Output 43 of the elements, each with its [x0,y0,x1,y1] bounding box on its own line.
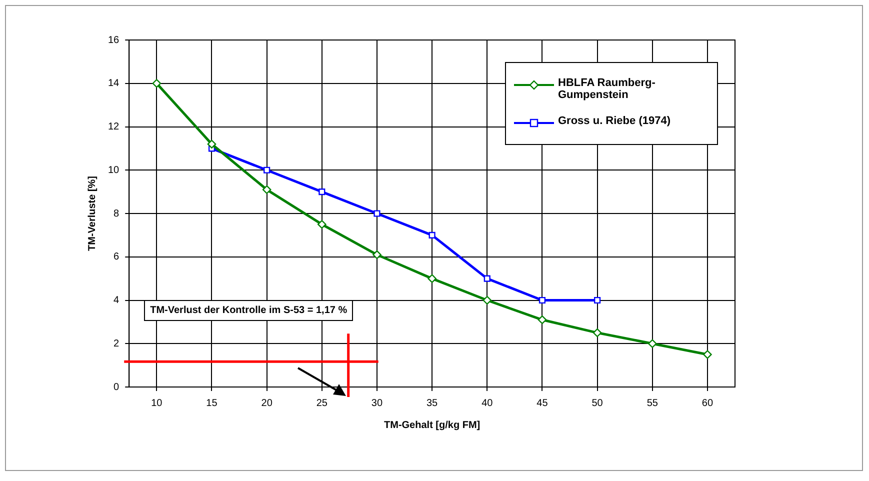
point [594,296,601,304]
point [648,339,657,348]
legend-label: HBLFA Raumberg-Gumpenstein [558,77,656,101]
point [428,274,436,283]
y-tick-label: 10 [108,164,120,176]
y-tick-label: 6 [114,252,120,263]
point [318,188,326,196]
x-tick-label: 40 [482,398,494,409]
x-tick-label: 15 [206,398,218,409]
y-tick-label: 0 [114,382,120,393]
point [262,185,272,194]
point [703,350,712,359]
y-axis-title: TM-Verluste [%] [86,176,98,252]
point [152,78,162,88]
x-tick-label: 20 [261,398,273,409]
point [264,166,270,174]
point [374,210,380,217]
x-tick-label: 35 [426,398,438,409]
y-tick-label: 12 [108,122,120,132]
point [428,232,436,238]
point [207,140,216,148]
y-tick-label: 2 [114,338,120,350]
x-tick-label: 55 [646,398,658,409]
point [538,315,547,324]
y-tick-label: 14 [108,78,120,90]
y-tick-label: 16 [108,34,120,46]
point [484,275,490,282]
point [372,250,382,260]
x-tick-label: 30 [371,398,383,409]
x-tick-label: 25 [316,398,328,409]
point [482,296,492,305]
x-tick-label: 50 [592,398,604,409]
point [538,296,546,304]
legend-label: Gross u. Riebe (1974) [558,115,672,128]
annotation: TM-Verlust der Kontrolle im S-53 = 1,17 % [144,300,354,321]
y-tick-label: 4 [114,295,120,306]
x-tick-label: 60 [702,398,714,409]
point [318,220,326,229]
point [592,328,602,338]
x-axis-title: TM-Gehalt [g/kg FM] [384,420,480,431]
y-tick-label: 8 [114,208,120,220]
x-tick-label: 45 [536,398,548,409]
x-tick-label: 10 [151,398,163,409]
